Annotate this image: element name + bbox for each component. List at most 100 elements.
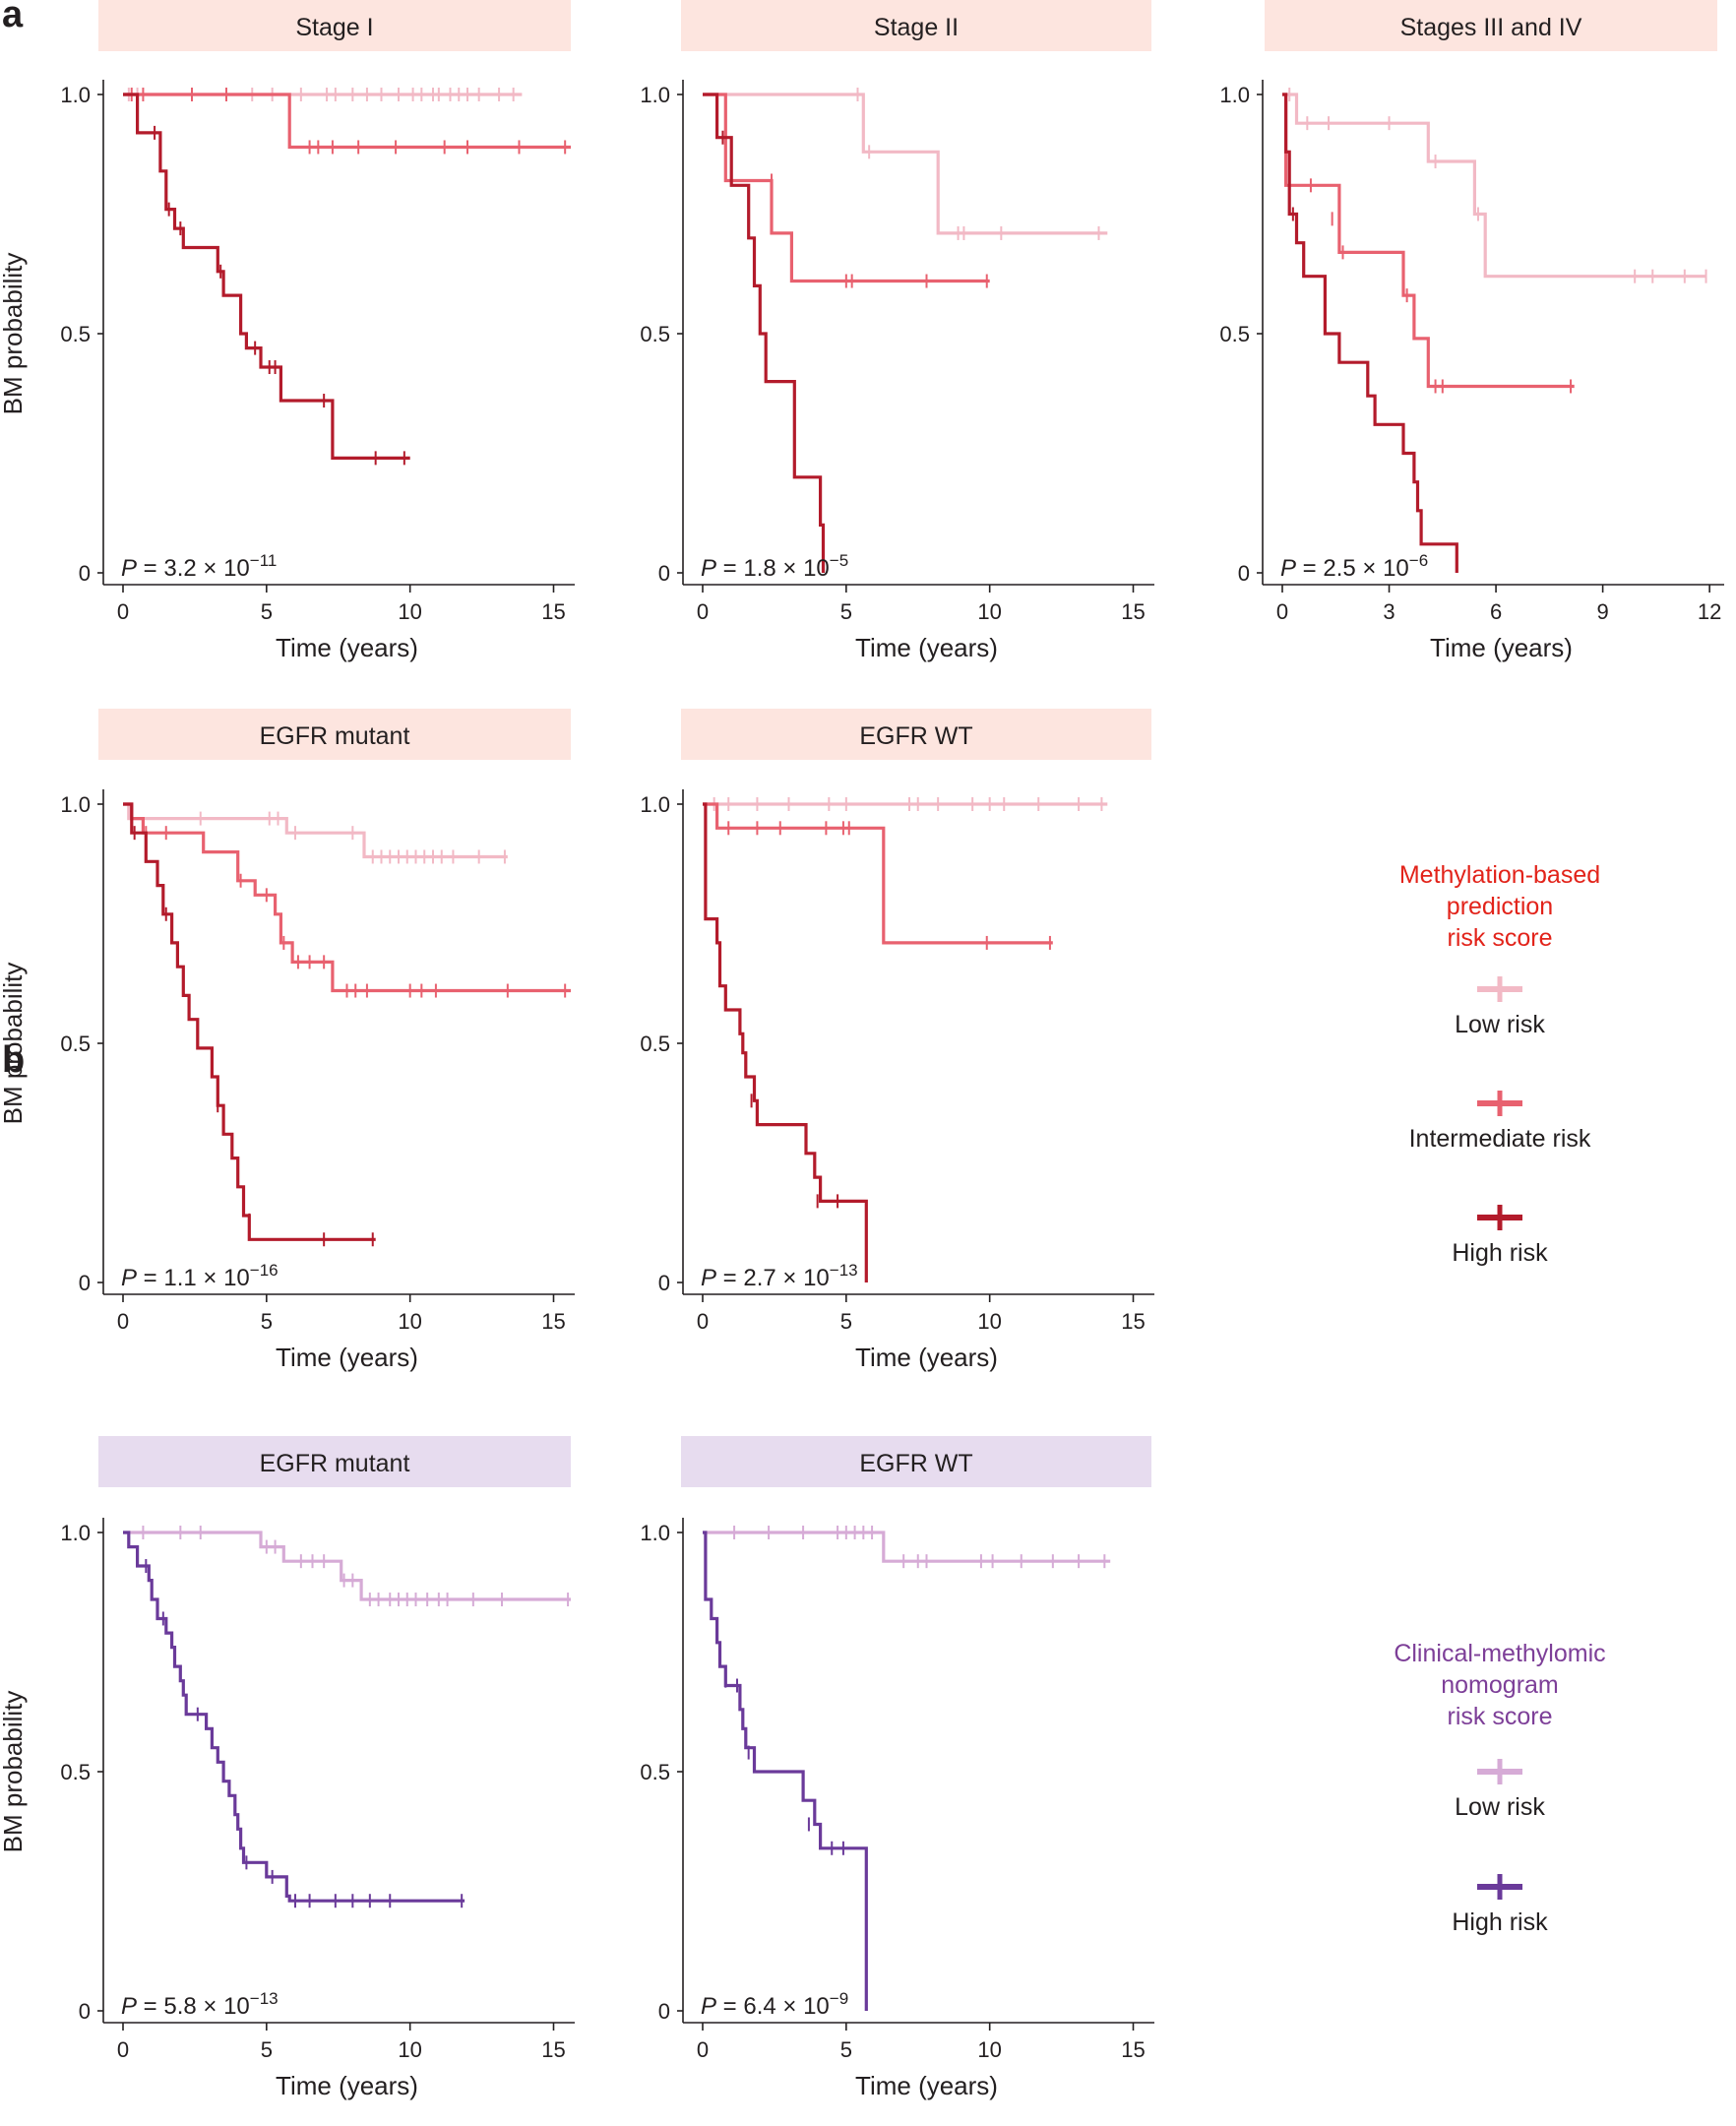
- km-curve-high-risk: [123, 93, 410, 460]
- x-tick-label: 0: [697, 599, 709, 624]
- legend-title-line: Clinical-methylomic: [1394, 1640, 1605, 1667]
- y-tick-label: 0.5: [60, 1760, 91, 1784]
- km-curve-intermediate-risk: [703, 93, 990, 283]
- km-curve-low-risk: [1282, 93, 1706, 279]
- x-tick-label: 5: [840, 2037, 852, 2062]
- x-axis-title: Time (years): [1430, 633, 1573, 662]
- legend-title-line: risk score: [1448, 924, 1553, 952]
- legend-nomogram: Clinical-methylomic nomogram risk score Low…: [1394, 1640, 1605, 1936]
- y-tick-label: 0: [1238, 561, 1250, 586]
- y-tick-label: 1.0: [640, 1521, 670, 1545]
- km-curve-low-risk: [123, 802, 508, 859]
- km-panel-a-stage34: Stages III and IV 0 0.5 1.0 0 3 6 9 12 Time (year…: [1219, 0, 1724, 662]
- km-curve-low-risk: [123, 1531, 571, 1601]
- x-tick-label: 10: [977, 1309, 1001, 1334]
- y-tick-label: 1.0: [640, 83, 670, 107]
- km-curve-intermediate-risk: [1282, 93, 1575, 389]
- legend-item-label: Intermediate risk: [1409, 1125, 1591, 1153]
- y-tick-label: 1.0: [60, 1521, 91, 1545]
- legend-item-label: High risk: [1452, 1239, 1548, 1267]
- p-value-label: P = 5.8 × 10−13: [121, 1989, 279, 2020]
- y-tick-label: 0.5: [1219, 322, 1250, 346]
- panel-header-band: [98, 1436, 571, 1487]
- x-tick-label: 5: [840, 1309, 852, 1334]
- panel-header-band: [98, 709, 571, 760]
- panel-letter-a: a: [2, 0, 24, 35]
- panel-title: EGFR WT: [859, 722, 972, 750]
- x-tick-label: 15: [541, 1309, 565, 1334]
- y-tick-label: 0: [658, 1999, 670, 2024]
- x-axis-title: Time (years): [276, 2071, 418, 2100]
- y-tick-label: 0: [658, 561, 670, 586]
- x-tick-label: 5: [261, 1309, 273, 1334]
- km-panel-a-stage2: Stage II 0 0.5 1.0 0 5 10 15 Time (years) P = 1.8…: [640, 0, 1154, 662]
- x-axis-title: Time (years): [855, 633, 998, 662]
- legend-title-line: prediction: [1447, 893, 1553, 920]
- x-tick-label: 5: [261, 599, 273, 624]
- p-value-label: P = 3.2 × 10−11: [121, 551, 277, 582]
- x-tick-label: 0: [1276, 599, 1288, 624]
- panel-header-band: [681, 0, 1151, 51]
- km-panel-a-egfr-mut: EGFR mutant 0 0.5 1.0 0 5 10 15 Time (years) BM p…: [0, 709, 575, 1372]
- x-tick-label: 15: [1121, 2037, 1145, 2062]
- y-axis-title: BM probability: [0, 253, 28, 415]
- x-tick-label: 15: [1121, 599, 1145, 624]
- x-tick-label: 15: [541, 2037, 565, 2062]
- x-tick-label: 9: [1596, 599, 1608, 624]
- x-tick-label: 12: [1698, 599, 1721, 624]
- p-value-label: P = 1.1 × 10−16: [121, 1261, 279, 1291]
- x-tick-label: 15: [1121, 1309, 1145, 1334]
- y-tick-label: 0.5: [60, 322, 91, 346]
- x-tick-label: 5: [840, 599, 852, 624]
- km-curve-low-risk: [703, 1531, 1111, 1563]
- x-tick-label: 10: [398, 599, 421, 624]
- km-curve-high-risk: [703, 802, 868, 1282]
- panel-title: EGFR mutant: [260, 1450, 410, 1477]
- y-tick-label: 1.0: [60, 792, 91, 817]
- x-tick-label: 10: [398, 1309, 421, 1334]
- y-tick-label: 0: [79, 1999, 91, 2024]
- km-panel-a-egfr-wt: EGFR WT 0 0.5 1.0 0 5 10 15 Time (years) P = 2.7 …: [640, 709, 1154, 1372]
- p-value-label: P = 6.4 × 10−9: [701, 1989, 848, 2020]
- legend-item-label: Low risk: [1455, 1793, 1545, 1821]
- panel-title: EGFR WT: [859, 1450, 972, 1477]
- x-axis-title: Time (years): [855, 1343, 998, 1372]
- legend-title-line: risk score: [1448, 1703, 1553, 1730]
- km-panel-a-stage1: Stage I 0 0.5 1.0 0 5 10 15 Time (years) BM proba…: [0, 0, 575, 662]
- x-tick-label: 0: [697, 2037, 709, 2062]
- y-tick-label: 0: [79, 561, 91, 586]
- panel-header-band: [1265, 0, 1717, 51]
- y-axis-title: BM probability: [0, 963, 28, 1125]
- x-axis-title: Time (years): [855, 2071, 998, 2100]
- y-tick-label: 1.0: [60, 83, 91, 107]
- y-tick-label: 0: [79, 1271, 91, 1295]
- p-value-label: P = 1.8 × 10−5: [701, 551, 848, 582]
- panel-title: Stage II: [874, 14, 959, 41]
- km-curve-intermediate-risk: [703, 802, 1053, 945]
- x-tick-label: 0: [697, 1309, 709, 1334]
- y-tick-label: 1.0: [1219, 83, 1250, 107]
- x-tick-label: 10: [977, 599, 1001, 624]
- y-tick-label: 1.0: [640, 792, 670, 817]
- x-tick-label: 10: [977, 2037, 1001, 2062]
- x-tick-label: 0: [117, 599, 129, 624]
- panel-header-band: [681, 1436, 1151, 1487]
- y-tick-label: 0.5: [640, 1760, 670, 1784]
- panel-title: Stages III and IV: [1400, 14, 1582, 41]
- y-tick-label: 0.5: [60, 1032, 91, 1056]
- y-tick-label: 0.5: [640, 1032, 670, 1056]
- x-axis-title: Time (years): [276, 633, 418, 662]
- km-panel-b-egfr-wt: EGFR WT 0 0.5 1.0 0 5 10 15 Time (years) P = 6.4 …: [640, 1436, 1154, 2100]
- x-tick-label: 0: [117, 2037, 129, 2062]
- legend-title-line: nomogram: [1441, 1671, 1559, 1699]
- x-tick-label: 15: [541, 599, 565, 624]
- km-curve-high-risk: [123, 1531, 465, 1903]
- y-axis-title: BM probability: [0, 1691, 28, 1853]
- x-tick-label: 6: [1490, 599, 1502, 624]
- x-tick-label: 5: [261, 2037, 273, 2062]
- km-curve-low-risk: [703, 93, 1108, 235]
- km-curve-high-risk: [1282, 93, 1458, 573]
- x-tick-label: 10: [398, 2037, 421, 2062]
